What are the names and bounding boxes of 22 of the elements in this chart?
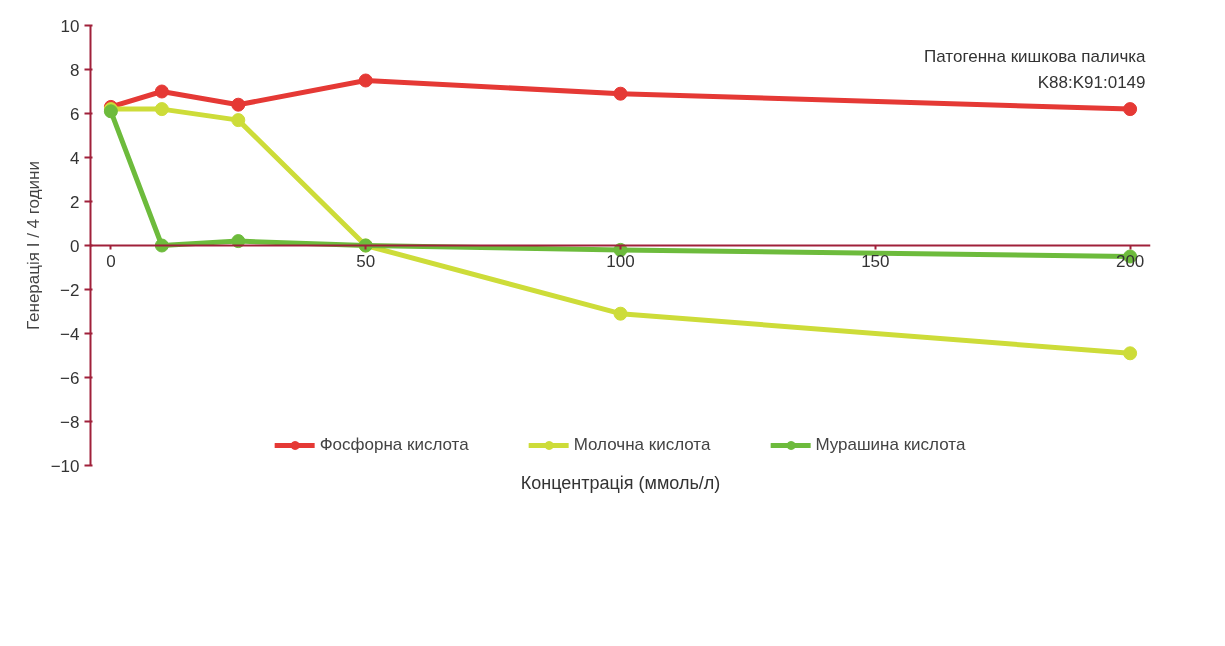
x-tick-label: 100 xyxy=(606,251,635,271)
y-tick-label: −8 xyxy=(60,412,80,432)
legend-label: Мурашина кислота xyxy=(815,435,966,455)
annotation: K88:K91:0149 xyxy=(1037,72,1146,92)
y-tick-label: −4 xyxy=(60,324,80,344)
y-tick-label: 2 xyxy=(70,192,80,212)
x-axis-title: Концентрація (ммоль/л) xyxy=(520,472,721,493)
legend-label: Фосфорна кислота xyxy=(319,435,469,455)
y-tick-label: 4 xyxy=(70,148,80,168)
y-tick-label: −2 xyxy=(60,280,80,300)
y-tick-label: 0 xyxy=(70,236,80,256)
legend-label: Молочна кислота xyxy=(573,435,711,455)
y-tick-label: −10 xyxy=(50,456,80,476)
annotation: Патогенна кишкова паличка xyxy=(924,46,1147,66)
y-tick-label: 8 xyxy=(70,60,80,80)
y-tick-label: 6 xyxy=(70,104,80,124)
x-tick-label: 150 xyxy=(861,251,890,271)
x-tick-label: 0 xyxy=(106,251,116,271)
y-tick-label: −6 xyxy=(60,368,80,388)
y-axis-title: Генерація І / 4 години xyxy=(23,161,43,330)
y-tick-label: 10 xyxy=(60,16,80,36)
x-tick-label: 50 xyxy=(356,251,376,271)
